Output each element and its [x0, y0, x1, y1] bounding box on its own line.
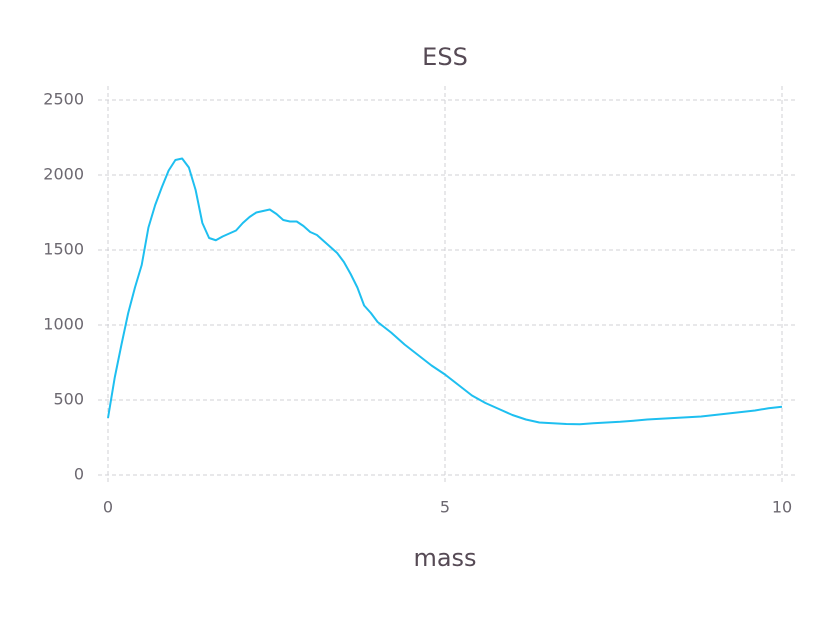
- y-tick-label: 1500: [43, 240, 84, 259]
- y-tick-label: 2500: [43, 90, 84, 109]
- y-tick-label: 1000: [43, 315, 84, 334]
- chart-title: ESS: [422, 43, 468, 71]
- y-tick-label: 2000: [43, 165, 84, 184]
- y-tick-label: 0: [74, 465, 84, 484]
- x-axis-label: mass: [413, 544, 476, 572]
- x-tick-label: 0: [103, 498, 113, 517]
- x-tick-label: 10: [772, 498, 792, 517]
- x-tick-label: 5: [440, 498, 450, 517]
- data-line: [107, 157, 783, 426]
- y-tick-label: 500: [53, 390, 84, 409]
